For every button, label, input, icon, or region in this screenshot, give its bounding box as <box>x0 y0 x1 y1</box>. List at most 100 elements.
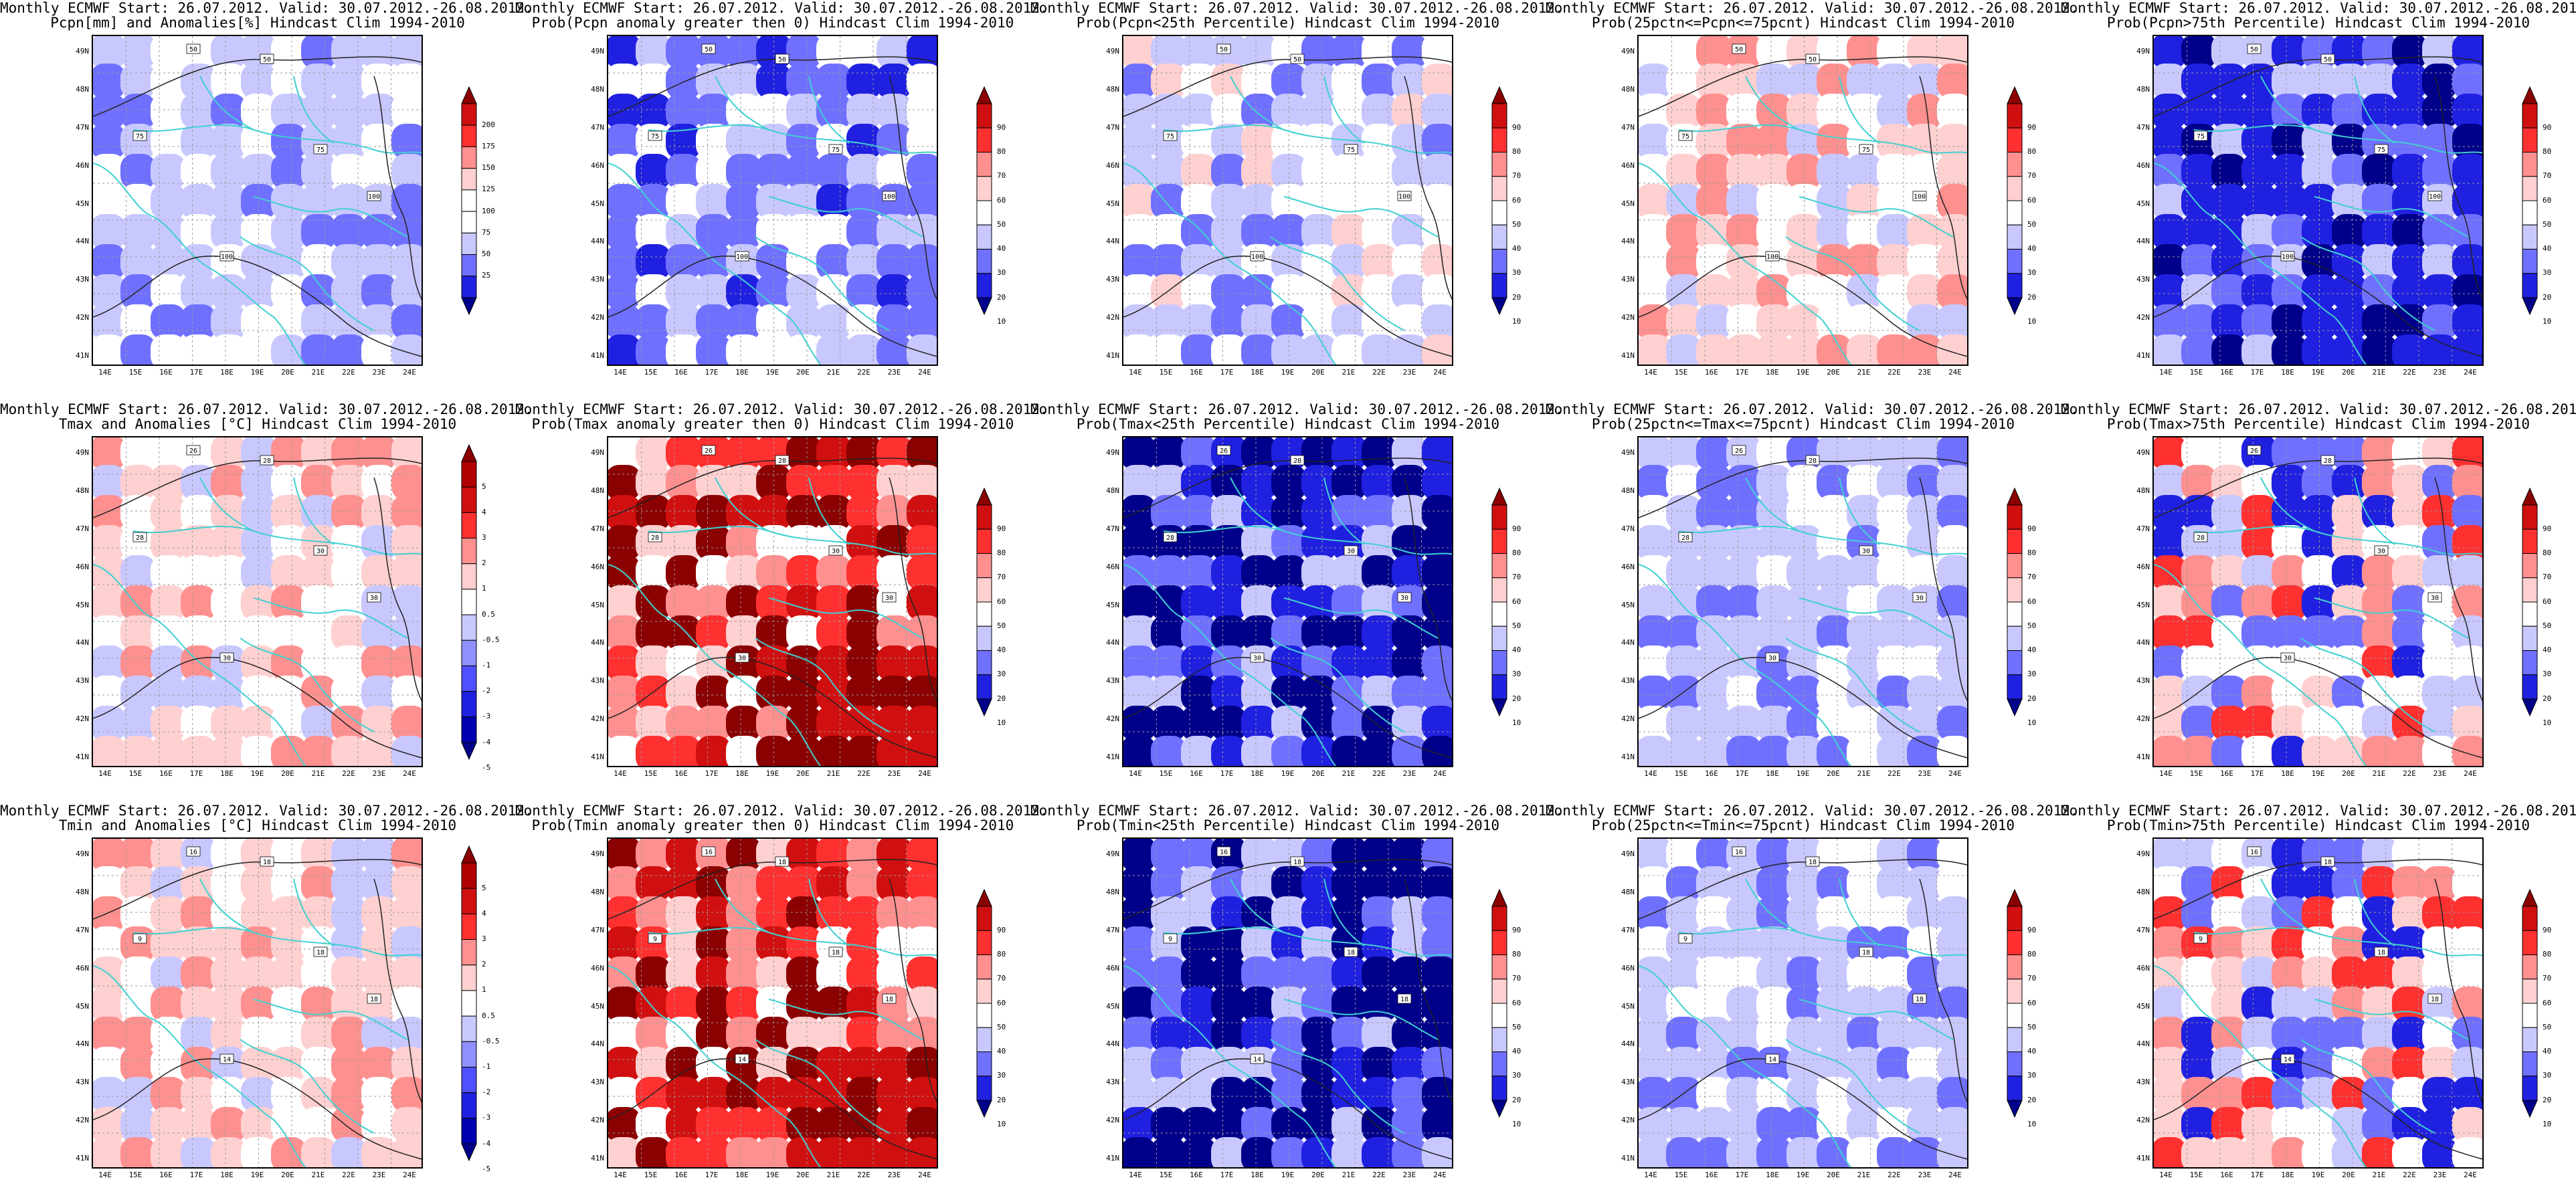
coastline <box>132 124 422 154</box>
field-cell <box>2332 274 2367 310</box>
field-cell <box>241 926 276 962</box>
field-cell <box>2181 1017 2217 1052</box>
field-cell <box>181 987 216 1022</box>
colorbar-label: 70 <box>997 573 1006 582</box>
field-cell <box>1937 244 1967 280</box>
field-cell <box>1756 244 1792 280</box>
colorbar-label: 70 <box>1512 974 1522 983</box>
contour-line <box>2154 1058 2482 1160</box>
contour-label: 30 <box>1253 655 1261 662</box>
field-cell <box>1907 495 1942 530</box>
field-cell <box>1331 304 1367 340</box>
field-cell <box>1907 1047 1942 1082</box>
field-cell <box>756 866 792 902</box>
field-cell <box>211 1017 246 1052</box>
field-cell <box>1937 124 1967 159</box>
contour-line <box>373 878 422 1103</box>
field-cell <box>1211 1107 1247 1142</box>
colorbar-cap-top <box>976 888 992 906</box>
field-cell <box>1211 1137 1247 1167</box>
coastline <box>1123 965 1337 1167</box>
colorbar-segment <box>461 211 477 233</box>
field-cell <box>2272 1017 2307 1052</box>
field-cell <box>181 1047 216 1082</box>
field-cell <box>1756 274 1792 310</box>
field-cell <box>271 1107 306 1142</box>
colorbar-cap-bottom <box>461 742 477 760</box>
contour-label-box <box>1765 652 1780 663</box>
field-cell <box>1907 1077 1942 1112</box>
lon-tick-label: 21E <box>2372 769 2386 778</box>
field-cell <box>2211 64 2247 99</box>
colorbar-segment <box>2007 577 2023 602</box>
field-cell <box>271 214 306 249</box>
field-cell <box>2181 304 2217 340</box>
field-cell <box>181 736 216 766</box>
lon-tick-label: 24E <box>1433 1171 1447 1179</box>
field-cell <box>2362 585 2397 621</box>
field-cell <box>726 706 761 741</box>
coastline <box>199 76 335 144</box>
field-cell <box>1937 615 1967 651</box>
field-cell <box>1696 214 1732 249</box>
field-cell <box>2241 154 2277 189</box>
field-cell <box>696 585 731 621</box>
field-cell <box>1422 1077 1452 1112</box>
field-cell <box>1331 244 1367 280</box>
field-cell <box>391 676 422 711</box>
field-cell <box>1422 304 1452 340</box>
colorbar-label: 70 <box>1512 171 1522 181</box>
field-cell <box>1211 1077 1247 1112</box>
colorbar-label: 50 <box>997 219 1006 229</box>
field-cell <box>786 676 822 711</box>
field-cell <box>2452 866 2482 902</box>
field-cell <box>1211 676 1247 711</box>
colorbar-segment <box>461 103 477 126</box>
field-cell <box>907 987 937 1022</box>
map-panel: Monthly ECMWF Start: 26.07.2012. Valid: … <box>1030 803 1564 1204</box>
field-cell <box>1151 465 1186 500</box>
contour-label: 75 <box>2197 133 2205 140</box>
field-cell <box>636 926 671 962</box>
lon-tick-label: 20E <box>2342 769 2355 778</box>
colorbar-label: -1 <box>482 660 491 670</box>
field-cell <box>2422 274 2458 310</box>
field-cell <box>1392 866 1427 902</box>
field-cell <box>1756 706 1792 741</box>
field-cell <box>93 706 126 741</box>
lat-tick-label: 47N <box>1106 122 1119 132</box>
colorbar-segment <box>1491 200 1507 225</box>
field-cell <box>1331 274 1367 310</box>
field-cell <box>786 615 822 651</box>
lon-tick-label: 24E <box>1948 769 1962 778</box>
field-cell <box>2154 926 2187 962</box>
colorbar-cap-bottom <box>1491 1100 1507 1118</box>
field-cell <box>2154 1047 2187 1082</box>
field-cell <box>181 926 216 962</box>
contour-label-box <box>2374 144 2389 155</box>
field-cell <box>636 555 671 591</box>
field-cell <box>2362 555 2397 591</box>
field-cell <box>726 465 761 500</box>
field-cell <box>1907 645 1942 681</box>
colorbar-label: 80 <box>997 548 1006 557</box>
field-cell <box>301 525 337 561</box>
field-cell <box>2241 736 2277 766</box>
field-cell <box>1271 926 1307 962</box>
lon-tick-label: 22E <box>1372 769 1386 778</box>
colorbar-segment <box>2522 1003 2538 1028</box>
coastline <box>768 196 923 237</box>
field-cell <box>2452 1137 2482 1167</box>
colorbar-label: 50 <box>2543 621 2552 630</box>
field-cell <box>1271 525 1307 561</box>
field-cell <box>211 585 246 621</box>
field-cell <box>1817 987 1852 1022</box>
field-cell <box>907 64 937 99</box>
field-cell <box>877 124 912 159</box>
coastline <box>1283 597 1439 639</box>
colorbar-segment <box>976 906 992 931</box>
contour-label: 50 <box>1809 56 1817 64</box>
field-cell <box>1392 555 1427 591</box>
colorbar-segment <box>2007 1003 2023 1028</box>
field-cell <box>271 184 306 219</box>
